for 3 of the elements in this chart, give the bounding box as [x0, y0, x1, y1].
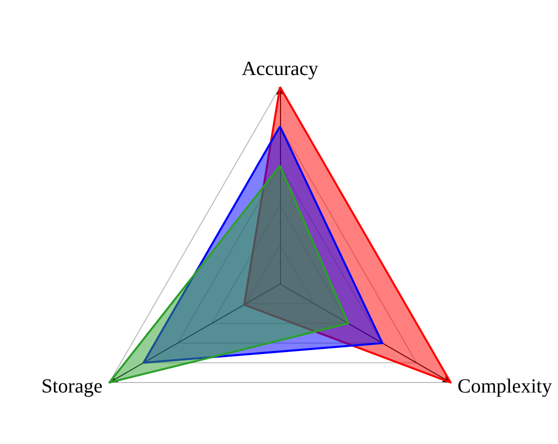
spoke-label: Complexity [458, 376, 552, 398]
spoke-label: Accuracy [242, 58, 318, 80]
spoke-label: Storage [41, 376, 103, 398]
